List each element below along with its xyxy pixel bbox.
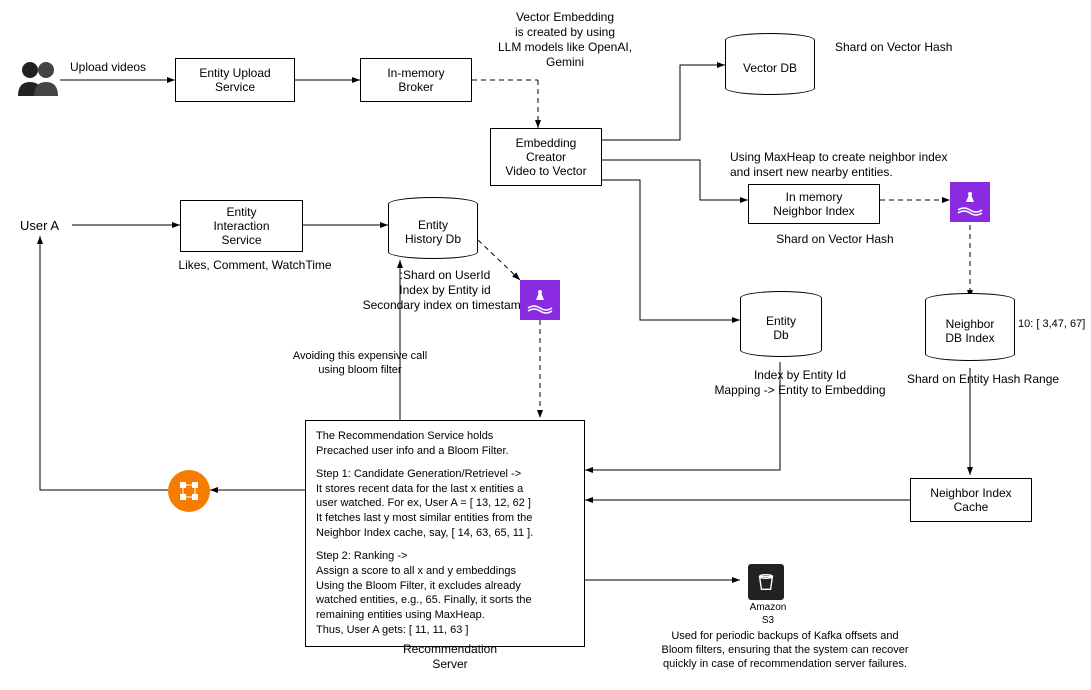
upload-label: Upload videos bbox=[70, 60, 170, 75]
users-icon bbox=[14, 58, 62, 98]
s3-icon bbox=[748, 564, 784, 600]
rec-server-label: Recommendation Server bbox=[380, 642, 520, 672]
embedding-creator: Embedding Creator Video to Vector bbox=[490, 128, 602, 186]
rec-s1b: user watched. For ex, User A = [ 13, 12,… bbox=[316, 496, 574, 511]
neighbor-example: 10: [ 3,47, 67] bbox=[1018, 318, 1090, 332]
loadbalancer-icon bbox=[168, 470, 210, 512]
entity-interaction-service: Entity Interaction Service bbox=[180, 200, 303, 252]
history-db-label: Entity History Db bbox=[405, 218, 461, 246]
rec-s2a: Assign a score to all x and y embeddings bbox=[316, 564, 574, 579]
vector-db-label: Vector DB bbox=[743, 61, 797, 75]
rec-s2d: remaining entities using MaxHeap. bbox=[316, 608, 574, 623]
kafka-icon-1 bbox=[520, 280, 560, 320]
rec-s1c: It fetches last y most similar entities … bbox=[316, 511, 574, 526]
entity-upload-service: Entity Upload Service bbox=[175, 58, 295, 102]
neighbor-db-index: Neighbor DB Index bbox=[925, 300, 1015, 354]
maxheap-note: Using MaxHeap to create neighbor index a… bbox=[730, 150, 1000, 180]
entity-db-annot: Index by Entity Id Mapping -> Entity to … bbox=[700, 368, 900, 398]
rec-s1t: Step 1: Candidate Generation/Retrievel -… bbox=[316, 467, 574, 482]
rec-l1: The Recommendation Service holds bbox=[316, 429, 574, 444]
rec-s2b: Using the Bloom Filter, it excludes alre… bbox=[316, 579, 574, 594]
rec-s2t: Step 2: Ranking -> bbox=[316, 549, 574, 564]
in-memory-broker: In-memory Broker bbox=[360, 58, 472, 102]
history-annot: :Shard on UserId Index by Entity id Seco… bbox=[350, 268, 540, 313]
vector-db: Vector DB bbox=[725, 40, 815, 88]
entity-history-db: Entity History Db bbox=[388, 204, 478, 252]
rec-s2c: watched entities, e.g., 65. Finally, it … bbox=[316, 593, 574, 608]
recommendation-box: The Recommendation Service holds Precach… bbox=[305, 420, 585, 647]
kafka-icon-2 bbox=[950, 182, 990, 222]
s3-annot: Used for periodic backups of Kafka offse… bbox=[630, 630, 940, 671]
s3-label: Amazon S3 bbox=[738, 602, 798, 627]
neighbor-index: In memory Neighbor Index bbox=[748, 184, 880, 224]
shard-vector-mid: Shard on Vector Hash bbox=[760, 232, 910, 247]
vector-embedding-note: Vector Embedding is created by using LLM… bbox=[475, 10, 655, 70]
rec-s2e: Thus, User A gets: [ 11, 11, 63 ] bbox=[316, 623, 574, 638]
entity-db: Entity Db bbox=[740, 298, 822, 350]
neighbor-db-index-label: Neighbor DB Index bbox=[945, 317, 994, 345]
likes-label: Likes, Comment, WatchTime bbox=[160, 258, 350, 273]
user-a: User A bbox=[20, 218, 80, 234]
shard-vector-top: Shard on Vector Hash bbox=[835, 40, 985, 55]
shard-entity-hash: Shard on Entity Hash Range bbox=[888, 372, 1078, 387]
entity-db-label: Entity Db bbox=[766, 314, 796, 342]
bloom-note: Avoiding this expensive call using bloom… bbox=[275, 350, 445, 378]
neighbor-cache: Neighbor Index Cache bbox=[910, 478, 1032, 522]
rec-s1a: It stores recent data for the last x ent… bbox=[316, 482, 574, 497]
rec-s1d: Neighbor Index cache, say, [ 14, 63, 65,… bbox=[316, 526, 574, 541]
rec-l2: Precached user info and a Bloom Filter. bbox=[316, 444, 574, 459]
